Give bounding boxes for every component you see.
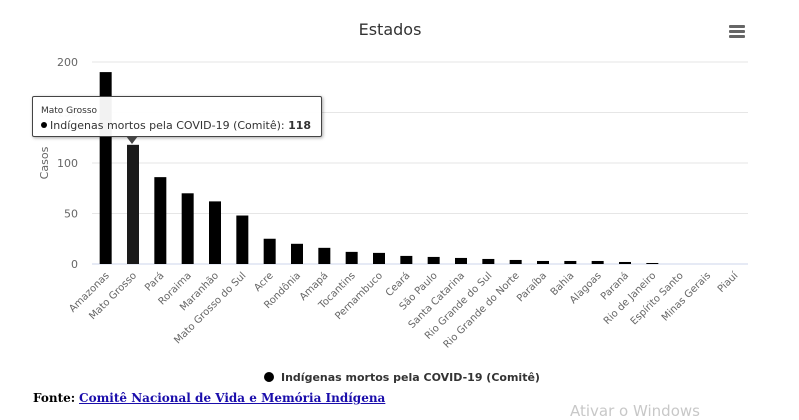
bar-series <box>99 72 659 264</box>
hamburger-menu-button[interactable] <box>726 20 750 44</box>
bar[interactable] <box>564 260 577 264</box>
y-axis-title: Casos <box>38 146 51 179</box>
bar[interactable] <box>455 257 467 264</box>
tooltip-pointer <box>126 136 138 144</box>
x-tick-label: Minas Gerais <box>660 270 713 323</box>
tooltip-value: 118 <box>288 119 312 132</box>
x-tick-label: Piauí <box>715 269 741 295</box>
bar[interactable] <box>482 258 495 264</box>
source-label: Fonte: <box>33 391 76 405</box>
y-tick-label: 200 <box>57 56 78 69</box>
bar[interactable] <box>181 193 194 264</box>
bar[interactable] <box>373 252 385 264</box>
x-tick-label: Pará <box>142 270 166 294</box>
tooltip-category: Mato Grosso <box>41 106 98 116</box>
bar[interactable] <box>619 261 631 264</box>
legend-label: Indígenas mortos pela COVID-19 (Comitê) <box>281 371 540 384</box>
bar[interactable] <box>427 256 440 264</box>
legend-item[interactable]: Indígenas mortos pela COVID-19 (Comitê) <box>264 371 540 384</box>
y-tick-label: 50 <box>64 208 78 221</box>
x-tick-label: Acre <box>252 270 275 293</box>
bar[interactable] <box>591 260 604 264</box>
bar[interactable] <box>291 243 303 264</box>
y-axis-ticks: 050100150200 <box>57 56 78 271</box>
source-credit: Fonte: Comitê Nacional de Vida e Memória… <box>33 391 385 405</box>
bar[interactable] <box>318 247 331 264</box>
bar[interactable] <box>400 255 413 264</box>
legend-marker <box>264 372 274 382</box>
y-tick-label: 0 <box>71 258 78 271</box>
y-tick-label: 100 <box>57 157 78 170</box>
bar[interactable] <box>127 144 139 264</box>
tooltip-line: Indígenas mortos pela COVID-19 (Comitê):… <box>41 119 311 132</box>
chart-title: Estados <box>359 20 422 39</box>
bar[interactable] <box>209 201 221 264</box>
tooltip-marker <box>41 122 47 128</box>
chart-tooltip: Mato Grosso Indígenas mortos pela COVID-… <box>32 96 322 137</box>
bar[interactable] <box>236 215 249 264</box>
tooltip-series-name: Indígenas mortos pela COVID-19 (Comitê) <box>50 119 281 132</box>
windows-activation-watermark: Ativar o Windows <box>570 402 700 420</box>
bar[interactable] <box>537 260 549 264</box>
x-tick-label: Paraíba <box>514 270 549 305</box>
bar[interactable] <box>154 177 167 264</box>
bar[interactable] <box>263 238 276 264</box>
bar[interactable] <box>646 262 659 264</box>
bar[interactable] <box>345 251 358 264</box>
bar[interactable] <box>509 259 522 264</box>
source-link[interactable]: Comitê Nacional de Vida e Memória Indíge… <box>79 391 386 405</box>
